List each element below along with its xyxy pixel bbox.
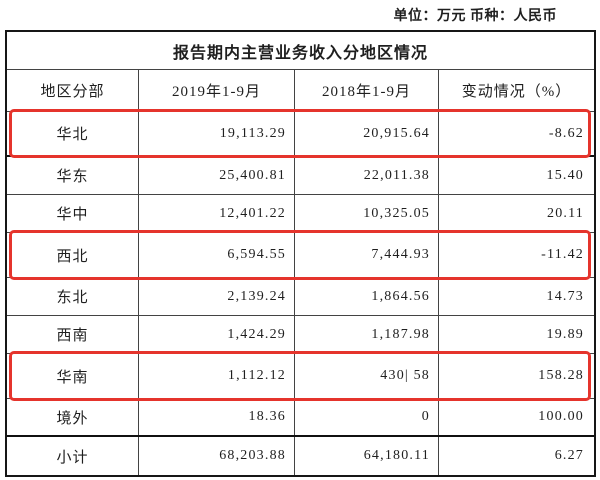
region-cell: 华东 <box>7 157 139 194</box>
value-2018-cell: 1,187.98 <box>295 316 439 353</box>
value-2018-cell: 0 <box>295 399 439 435</box>
table-row: 境外 18.36 0 100.00 <box>7 399 594 437</box>
column-header-2019: 2019年1-9月 <box>139 70 295 111</box>
change-percent-cell: 6.27 <box>554 448 584 463</box>
change-percent-cell: 158.28 <box>538 368 584 383</box>
change-percent-cell: -8.62 <box>548 125 584 141</box>
unit-currency-label: 单位：万元 币种：人民币 <box>393 9 557 24</box>
value-2019-cell: 18.36 <box>139 399 295 435</box>
change-percent-cell: -11.42 <box>541 247 584 262</box>
region-cell: 境外 <box>7 399 139 435</box>
table-row: 小计 68,203.88 64,180.11 6.27 <box>7 437 594 475</box>
value-2019-cell: 25,400.81 <box>139 157 295 194</box>
region-cell: 小计 <box>7 437 139 475</box>
value-2018-cell: 1,864.56 <box>295 278 439 315</box>
table-row: 西南 1,424.29 1,187.98 19.89 <box>7 316 594 354</box>
region-cell: 华南 <box>7 354 139 398</box>
change-percent-cell: 15.40 <box>546 167 584 183</box>
value-2019-cell: 2,139.24 <box>139 278 295 315</box>
column-header-2018: 2018年1-9月 <box>295 70 439 111</box>
value-2018-cell: 64,180.11 <box>295 437 439 475</box>
table-row: 东北 2,139.24 1,864.56 14.73 <box>7 278 594 316</box>
region-cell: 东北 <box>7 278 139 315</box>
value-2018-cell: 22,011.38 <box>295 157 439 194</box>
table-row: 华中 12,401.22 10,325.05 20.11 <box>7 195 594 233</box>
value-2018-cell: 20,915.64 <box>295 112 439 155</box>
value-2019-cell: 1,112.12 <box>139 354 295 398</box>
value-2019-cell: 12,401.22 <box>139 195 295 232</box>
table-row: 华东 25,400.81 22,011.38 15.40 <box>7 157 594 195</box>
revenue-by-region-table: 报告期内主营业务收入分地区情况 地区分部 2019年1-9月 2018年1-9月… <box>5 30 596 477</box>
value-2018-cell: 430| 58 <box>295 354 439 398</box>
change-percent-cell: 19.89 <box>546 326 584 342</box>
table-row: 华南 1,112.12 430| 58 158.28 <box>7 351 594 401</box>
change-percent-cell: 20.11 <box>547 205 584 221</box>
value-2019-cell: 1,424.29 <box>139 316 295 353</box>
table-header-row: 地区分部 2019年1-9月 2018年1-9月 变动情况（%） <box>7 70 594 112</box>
column-header-region: 地区分部 <box>7 70 139 111</box>
table-body: 华北 19,113.29 20,915.64 -8.62 华东 25,400.8… <box>7 109 594 475</box>
change-percent-cell: 100.00 <box>538 409 584 424</box>
table-title: 报告期内主营业务收入分地区情况 <box>7 32 594 70</box>
region-cell: 西北 <box>7 233 139 277</box>
change-percent-cell: 14.73 <box>546 288 584 304</box>
value-2019-cell: 19,113.29 <box>139 112 295 155</box>
value-2018-cell: 10,325.05 <box>295 195 439 232</box>
value-2019-cell: 68,203.88 <box>139 437 295 475</box>
value-2019-cell: 6,594.55 <box>139 233 295 277</box>
region-cell: 华中 <box>7 195 139 232</box>
table-row: 西北 6,594.55 7,444.93 -11.42 <box>7 230 594 280</box>
value-2018-cell: 7,444.93 <box>295 233 439 277</box>
column-header-change: 变动情况（%） <box>461 84 572 100</box>
region-cell: 西南 <box>7 316 139 353</box>
table-row: 华北 19,113.29 20,915.64 -8.62 <box>7 109 594 158</box>
region-cell: 华北 <box>7 112 139 155</box>
